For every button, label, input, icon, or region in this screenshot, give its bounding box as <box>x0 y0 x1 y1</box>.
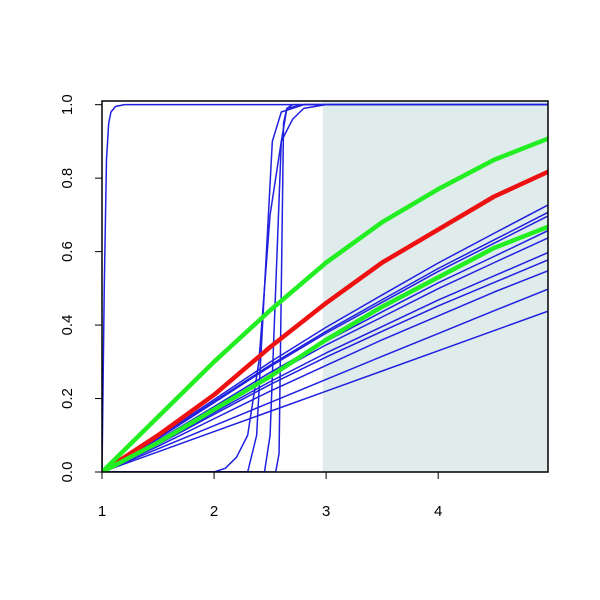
x-tick-label: 2 <box>210 503 218 520</box>
series-line <box>102 136 548 472</box>
series-line <box>102 204 548 472</box>
y-tick-label: 0.0 <box>59 462 76 483</box>
series-line <box>102 224 548 472</box>
shaded-region <box>322 101 548 472</box>
lines-layer <box>102 103 548 472</box>
y-tick-label: 0.8 <box>59 168 76 189</box>
x-tick-label: 1 <box>98 503 106 520</box>
axes-layer: 1 2 3 4 0.0 0.2 0.4 0.6 0.8 1.0 <box>59 94 442 520</box>
plot-box <box>101 100 549 473</box>
x-tick-label: 4 <box>434 503 442 520</box>
y-tick-label: 0.2 <box>59 388 76 409</box>
series-line <box>102 169 548 472</box>
y-tick-label: 1.0 <box>59 94 76 115</box>
series-line <box>102 103 548 472</box>
series-line <box>102 103 548 472</box>
series-line <box>102 215 548 472</box>
x-tick-label: 3 <box>322 503 330 520</box>
series-line <box>102 270 548 472</box>
y-tick-label: 0.6 <box>59 241 76 262</box>
shade-layer <box>322 101 548 472</box>
y-tick-label: 0.4 <box>59 315 76 336</box>
series-line <box>102 259 548 472</box>
series-line <box>102 288 548 472</box>
series-line <box>102 310 548 472</box>
